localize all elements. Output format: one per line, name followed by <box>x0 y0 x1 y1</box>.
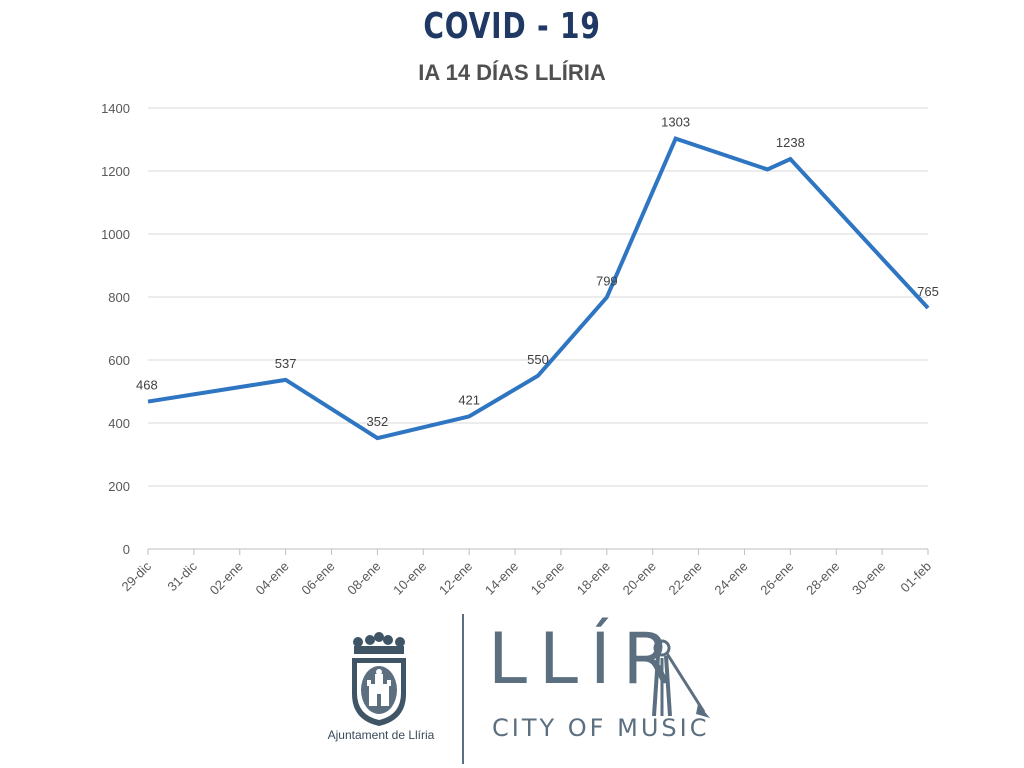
ajuntament-label: Ajuntament de Llíria <box>327 728 435 742</box>
x-tick-label: 29-dic <box>118 558 154 594</box>
data-label: 799 <box>596 273 618 288</box>
y-tick-label: 1000 <box>101 227 130 242</box>
x-tick-label: 02-ene <box>207 559 246 598</box>
x-tick-label: 01-feb <box>897 559 934 596</box>
y-tick-label: 400 <box>108 416 130 431</box>
footer-logos: Ajuntament de Llíria LLÍR CITY OF MUSIC <box>0 610 1024 768</box>
coat-of-arms-icon <box>352 632 406 726</box>
series-line <box>147 136 930 441</box>
x-tick-label: 06-ene <box>298 559 337 598</box>
city-of-music-tagline: CITY OF MUSIC <box>492 714 710 742</box>
x-tick-label: 28-ene <box>803 559 842 598</box>
x-tick-label: 22-ene <box>665 559 704 598</box>
x-tick-label: 18-ene <box>574 559 613 598</box>
y-tick-label: 1400 <box>101 101 130 116</box>
x-tick-label: 14-ene <box>482 559 521 598</box>
data-labels: 468 537 352 421 550 799 1303 1238 765 <box>136 115 939 430</box>
x-tick-label: 24-ene <box>711 559 750 598</box>
data-label: 421 <box>458 392 480 407</box>
data-label: 1238 <box>776 135 805 150</box>
lliria-brand-word: LLÍR <box>488 618 684 700</box>
gridlines <box>148 107 928 550</box>
y-tick-label: 800 <box>108 290 130 305</box>
data-label: 1303 <box>661 115 690 130</box>
data-label: 468 <box>136 378 158 393</box>
x-tick-label: 10-ene <box>390 559 429 598</box>
x-tick-label: 16-ene <box>528 559 567 598</box>
y-tick-label: 0 <box>123 542 130 557</box>
data-label: 352 <box>367 414 389 429</box>
y-axis-ticks: 0 200 400 600 800 1000 1200 1400 <box>101 101 130 557</box>
x-tick-label: 12-ene <box>436 559 475 598</box>
x-tick-label: 26-ene <box>757 559 796 598</box>
x-tick-label: 30-ene <box>849 559 888 598</box>
chart-subtitle: IA 14 DÍAS LLÍRIA <box>418 60 606 85</box>
chart-title: COVID - 19 <box>423 6 601 47</box>
series-line-group <box>147 136 930 441</box>
x-tick-label: 31-dic <box>164 558 200 594</box>
data-label: 550 <box>527 352 549 367</box>
trumpeter-icon <box>652 639 710 718</box>
x-tick-label: 08-ene <box>344 559 383 598</box>
line-chart: 0 200 400 600 800 1000 1200 1400 29-dic 31-dic 02… <box>101 101 939 598</box>
x-tick-label: 04-ene <box>253 559 292 598</box>
y-tick-label: 1200 <box>101 164 130 179</box>
footer-divider <box>462 614 464 764</box>
data-label: 537 <box>275 356 297 371</box>
x-axis-ticks: 29-dic 31-dic 02-ene 04-ene 06-ene 08-ene 10-e… <box>118 549 934 598</box>
data-label: 765 <box>917 284 939 299</box>
y-tick-label: 200 <box>108 479 130 494</box>
y-tick-label: 600 <box>108 353 130 368</box>
x-tick-label: 20-ene <box>620 559 659 598</box>
